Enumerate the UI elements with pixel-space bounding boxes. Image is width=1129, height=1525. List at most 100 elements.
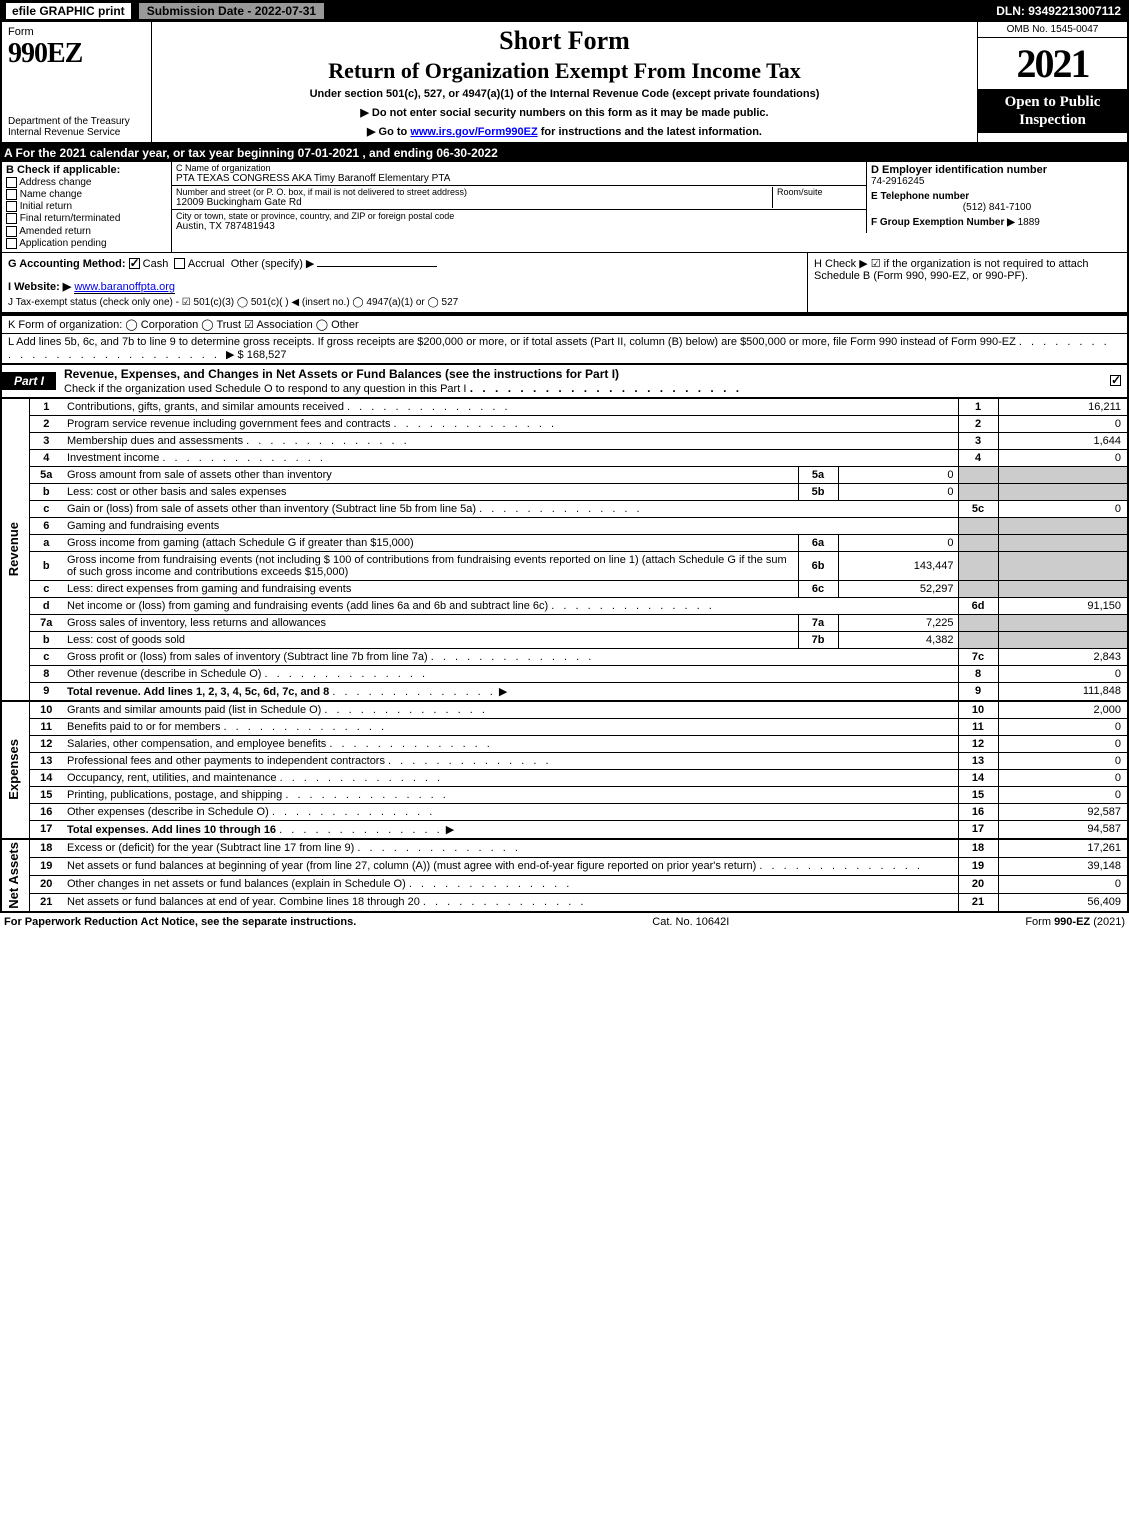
- line-5a: 5aGross amount from sale of assets other…: [1, 466, 1128, 483]
- line-k: K Form of organization: ◯ Corporation ◯ …: [0, 314, 1129, 333]
- sub-line-num: 7a: [798, 614, 838, 631]
- line-num: 21: [29, 893, 63, 910]
- other-label: Other (specify) ▶: [231, 258, 315, 270]
- form-label: Form: [8, 26, 145, 38]
- accrual-checkbox[interactable]: [174, 258, 185, 269]
- line-num: 17: [29, 820, 63, 838]
- ssn-warning: ▶ Do not enter social security numbers o…: [160, 106, 969, 119]
- other-specify-field[interactable]: [317, 266, 437, 267]
- header-center: Short Form Return of Organization Exempt…: [152, 22, 977, 142]
- line-desc: Contributions, gifts, grants, and simila…: [63, 399, 958, 416]
- goto-pre: ▶ Go to: [367, 126, 410, 138]
- line-18: Net Assets18Excess or (deficit) for the …: [1, 839, 1128, 857]
- section-b-hdr: B Check if applicable:: [6, 164, 120, 176]
- line-desc: Investment income . . . . . . . . . . . …: [63, 449, 958, 466]
- checkbox-final-return-terminated[interactable]: Final return/terminated: [6, 213, 167, 224]
- sub-line-num: 6a: [798, 534, 838, 551]
- right-num: 10: [958, 701, 998, 719]
- dln: DLN: 93492213007112: [996, 4, 1125, 18]
- line-2: 2Program service revenue including gover…: [1, 415, 1128, 432]
- line-desc: Total revenue. Add lines 1, 2, 3, 4, 5c,…: [63, 682, 958, 700]
- right-val-shade: [998, 517, 1128, 534]
- section-c: C Name of organization PTA TEXAS CONGRES…: [172, 162, 867, 233]
- form-number: 990EZ: [8, 38, 145, 70]
- line-5c: cGain or (loss) from sale of assets othe…: [1, 500, 1128, 517]
- line-desc: Less: cost of goods sold: [63, 631, 798, 648]
- sub-line-num: 6b: [798, 551, 838, 580]
- line-6: 6Gaming and fundraising events: [1, 517, 1128, 534]
- checkbox-address-change[interactable]: Address change: [6, 177, 167, 188]
- side-label: Expenses: [1, 701, 29, 838]
- checkbox-name-change[interactable]: Name change: [6, 189, 167, 200]
- line-num: c: [29, 580, 63, 597]
- line-num: 9: [29, 682, 63, 700]
- sub-line-num: 6c: [798, 580, 838, 597]
- row-bcdef: B Check if applicable: Address change Na…: [0, 162, 1129, 252]
- line-num: 15: [29, 786, 63, 803]
- checkbox-amended-return[interactable]: Amended return: [6, 226, 167, 237]
- line-num: b: [29, 483, 63, 500]
- line-num: 4: [29, 449, 63, 466]
- line-desc: Other revenue (describe in Schedule O) .…: [63, 665, 958, 682]
- efile-print-button[interactable]: efile GRAPHIC print: [4, 1, 133, 21]
- line-num: 16: [29, 803, 63, 820]
- line-11: 11Benefits paid to or for members . . . …: [1, 718, 1128, 735]
- cash-checkbox[interactable]: [129, 258, 140, 269]
- website-link[interactable]: www.baranoffpta.org: [74, 281, 175, 294]
- part1-title: Revenue, Expenses, and Changes in Net As…: [64, 367, 619, 381]
- org-name: PTA TEXAS CONGRESS AKA Timy Baranoff Ele…: [176, 173, 862, 184]
- omb-number: OMB No. 1545-0047: [978, 22, 1127, 38]
- line-num: 7a: [29, 614, 63, 631]
- line-desc: Less: direct expenses from gaming and fu…: [63, 580, 798, 597]
- line-num: 1: [29, 399, 63, 416]
- line-6c: cLess: direct expenses from gaming and f…: [1, 580, 1128, 597]
- line-num: 8: [29, 665, 63, 682]
- open-to-public: Open to Public Inspection: [978, 89, 1127, 133]
- line-21: 21Net assets or fund balances at end of …: [1, 893, 1128, 910]
- line-num: 20: [29, 875, 63, 893]
- line-desc: Professional fees and other payments to …: [63, 752, 958, 769]
- line-g-label: G Accounting Method:: [8, 258, 126, 270]
- right-num: 15: [958, 786, 998, 803]
- section-def: D Employer identification number 74-2916…: [867, 162, 1127, 233]
- checkbox-initial-return[interactable]: Initial return: [6, 201, 167, 212]
- right-val: 92,587: [998, 803, 1128, 820]
- irs-link[interactable]: www.irs.gov/Form990EZ: [410, 126, 537, 138]
- right-num-shade: [958, 534, 998, 551]
- right-val-shade: [998, 580, 1128, 597]
- right-num-shade: [958, 631, 998, 648]
- right-num: 5c: [958, 500, 998, 517]
- right-val: 2,000: [998, 701, 1128, 719]
- line-desc: Excess or (deficit) for the year (Subtra…: [63, 839, 958, 857]
- checkbox-application-pending[interactable]: Application pending: [6, 238, 167, 249]
- line-10: Expenses10Grants and similar amounts pai…: [1, 701, 1128, 719]
- right-num-shade: [958, 517, 998, 534]
- part1-subtitle: Check if the organization used Schedule …: [64, 383, 466, 395]
- sub-line-num: 5b: [798, 483, 838, 500]
- sub-line-val: 7,225: [838, 614, 958, 631]
- line-desc: Gain or (loss) from sale of assets other…: [63, 500, 958, 517]
- part1-schedule-o-checkbox[interactable]: [1110, 375, 1121, 386]
- line-6d: dNet income or (loss) from gaming and fu…: [1, 597, 1128, 614]
- expenses-table: Expenses10Grants and similar amounts pai…: [0, 700, 1129, 838]
- line-17: 17Total expenses. Add lines 10 through 1…: [1, 820, 1128, 838]
- line-13: 13Professional fees and other payments t…: [1, 752, 1128, 769]
- right-val: 0: [998, 735, 1128, 752]
- side-label: Revenue: [1, 399, 29, 700]
- line-19: 19Net assets or fund balances at beginni…: [1, 857, 1128, 875]
- line-12: 12Salaries, other compensation, and empl…: [1, 735, 1128, 752]
- line-desc: Gross sales of inventory, less returns a…: [63, 614, 798, 631]
- line-num: c: [29, 500, 63, 517]
- line-num: 19: [29, 857, 63, 875]
- right-num: 11: [958, 718, 998, 735]
- line-num: 12: [29, 735, 63, 752]
- right-num: 17: [958, 820, 998, 838]
- right-val: 0: [998, 665, 1128, 682]
- cash-label: Cash: [143, 258, 169, 270]
- group-number: 1889: [1018, 217, 1040, 228]
- right-num: 12: [958, 735, 998, 752]
- line-8: 8Other revenue (describe in Schedule O) …: [1, 665, 1128, 682]
- line-j: J Tax-exempt status (check only one) - ☑…: [8, 297, 801, 308]
- right-val: 0: [998, 718, 1128, 735]
- right-val: 1,644: [998, 432, 1128, 449]
